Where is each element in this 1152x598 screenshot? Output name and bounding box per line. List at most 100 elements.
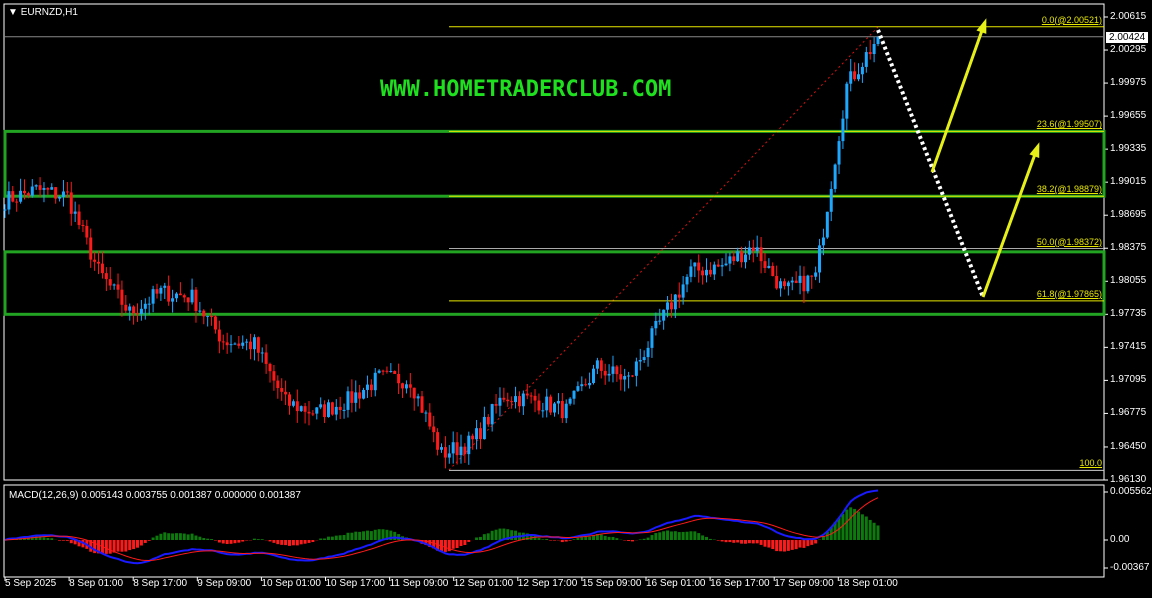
macd-histogram-bar	[849, 507, 853, 540]
candle-body	[221, 341, 225, 343]
macd-histogram-bar	[147, 540, 151, 541]
macd-histogram-bar	[681, 531, 685, 540]
candle-body	[638, 360, 642, 362]
macd-histogram-bar	[182, 533, 186, 540]
macd-histogram-bar	[354, 531, 358, 540]
chart-title[interactable]: ▼ EURNZD,H1	[8, 7, 78, 18]
macd-histogram-bar	[432, 540, 436, 549]
candle-body	[611, 366, 615, 374]
candle-body	[693, 262, 697, 267]
time-axis-label: 17 Sep 09:00	[774, 578, 834, 589]
candle-body	[615, 366, 619, 375]
macd-histogram-bar	[662, 531, 666, 540]
macd-histogram-bar	[237, 540, 241, 543]
price-axis-label: 1.99335	[1110, 143, 1147, 155]
candle-body	[93, 259, 97, 262]
candle-body	[58, 196, 62, 199]
candle-body	[475, 428, 479, 440]
candle-body	[833, 164, 837, 189]
candle-body	[666, 302, 670, 310]
macd-histogram-bar	[708, 538, 712, 540]
candle-body	[443, 447, 447, 458]
macd-histogram-bar	[116, 540, 120, 552]
macd-histogram-bar	[233, 540, 237, 544]
time-axis-label: 16 Sep 17:00	[710, 578, 770, 589]
macd-histogram-bar	[171, 533, 175, 540]
candle-body	[85, 225, 89, 238]
candle-body	[654, 321, 658, 329]
candle-body	[424, 412, 428, 414]
candle-body	[147, 303, 151, 305]
macd-histogram-bar	[603, 535, 607, 540]
macd-histogram-bar	[174, 533, 178, 540]
candle-body	[740, 251, 744, 263]
macd-histogram-bar	[346, 532, 350, 540]
candle-body	[319, 404, 323, 408]
time-axis-label: 5 Sep 2025	[5, 578, 57, 589]
candle-body	[334, 406, 338, 415]
macd-histogram-bar	[330, 536, 334, 540]
macd-histogram-bar	[104, 540, 108, 554]
candle-body	[584, 384, 588, 386]
macd-histogram-bar	[280, 540, 284, 545]
candle-body	[97, 261, 101, 264]
candle-body	[728, 256, 732, 264]
candle-body	[490, 404, 494, 425]
candle-body	[30, 186, 34, 196]
macd-histogram-bar	[198, 536, 202, 540]
candle-body	[549, 396, 553, 413]
candle-body	[759, 247, 763, 262]
macd-histogram-bar	[607, 536, 611, 540]
candle-body	[498, 397, 502, 406]
macd-histogram-bar	[553, 540, 557, 541]
candle-body	[432, 426, 436, 433]
macd-histogram-bar	[747, 540, 751, 544]
candle-body	[564, 403, 568, 419]
candle-body	[171, 298, 175, 302]
price-axis-label: 1.98375	[1110, 242, 1147, 254]
macd-histogram-bar	[658, 532, 662, 540]
time-axis-label: 15 Sep 09:00	[581, 578, 642, 589]
candle-body	[393, 370, 397, 374]
candle-body	[732, 256, 736, 262]
macd-histogram-bar	[798, 540, 802, 548]
candle-body	[174, 293, 178, 299]
macd-signal-line	[4, 497, 879, 562]
macd-histogram-bar	[377, 529, 381, 540]
candle-body	[342, 409, 346, 411]
candle-body	[377, 370, 381, 373]
macd-histogram-bar	[276, 540, 280, 545]
candle-body	[249, 341, 253, 350]
triangle-down-icon[interactable]: ▼	[8, 7, 18, 18]
price-axis-label: 2.00295	[1110, 44, 1147, 56]
macd-histogram-bar	[689, 531, 693, 540]
macd-histogram-bar	[326, 536, 330, 540]
candle-body	[821, 237, 825, 246]
macd-histogram-bar	[759, 540, 763, 545]
macd-histogram-bar	[229, 540, 233, 544]
macd-histogram-bar	[782, 540, 786, 552]
macd-histogram-bar	[77, 540, 81, 547]
macd-histogram-bar	[194, 535, 198, 540]
macd-histogram-bar	[724, 540, 728, 543]
fib-level-label: 100.0	[1079, 458, 1102, 469]
candle-body	[689, 266, 693, 277]
candle-body	[19, 190, 23, 202]
macd-histogram-bar	[642, 538, 646, 540]
candle-body	[646, 347, 650, 358]
candle-body	[716, 264, 720, 267]
candle-body	[829, 188, 833, 212]
macd-histogram-bar	[533, 535, 537, 540]
candle-body	[720, 265, 724, 267]
candle-body	[595, 360, 599, 369]
candle-body	[155, 289, 159, 294]
candle-body	[120, 289, 124, 305]
candle-body	[849, 71, 853, 84]
macd-histogram-bar	[65, 540, 69, 541]
macd-histogram-bar	[646, 537, 650, 540]
macd-histogram-bar	[385, 529, 389, 540]
macd-histogram-bar	[860, 514, 864, 540]
macd-histogram-bar	[159, 533, 163, 540]
macd-histogram-bar	[868, 519, 872, 540]
